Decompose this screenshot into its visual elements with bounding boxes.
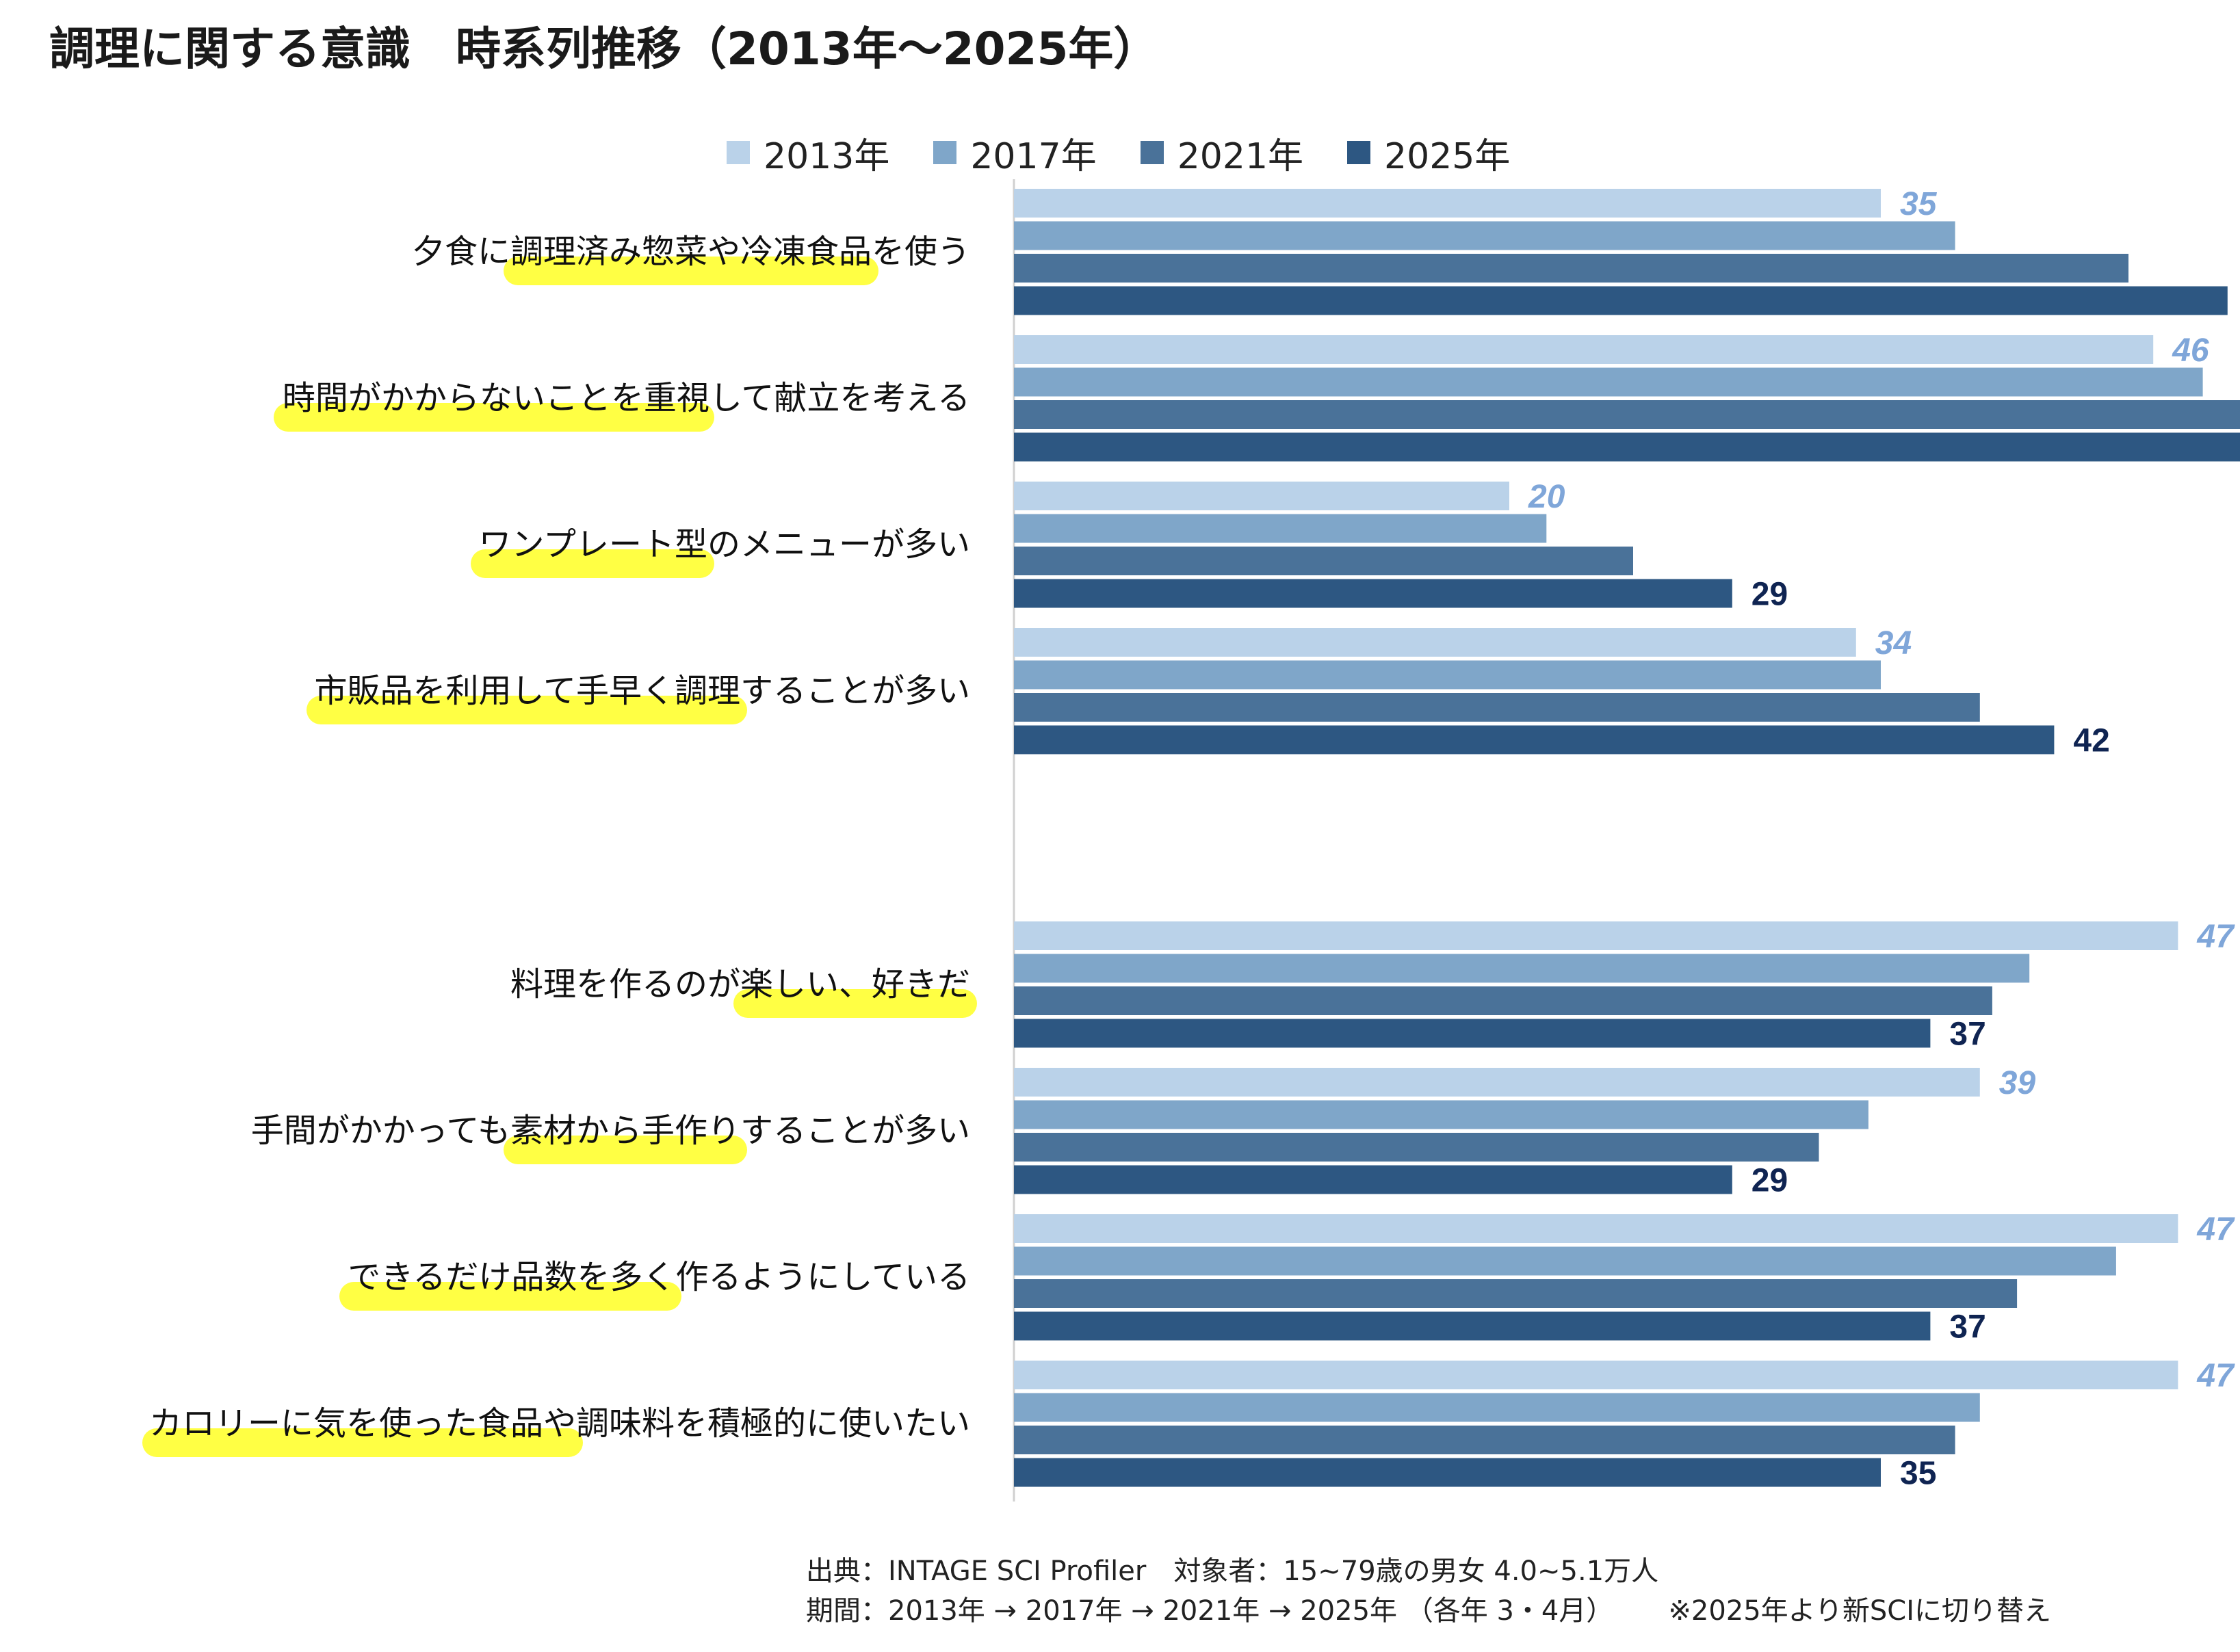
data-label-2013年-6: 39 xyxy=(1999,1065,2036,1101)
highlight-marker-2 xyxy=(471,549,714,578)
bar-2025年-5 xyxy=(1014,1019,1931,1048)
bar-2013年-8 xyxy=(1014,1361,2178,1389)
legend-item-2013: 2013年 xyxy=(727,127,889,179)
legend-label-2021: 2021年 xyxy=(1177,135,1304,177)
category-label-3: 市販品を利用して手早く調理することが多い xyxy=(314,672,970,710)
data-label-2013年-1: 46 xyxy=(2172,332,2209,369)
bar-2025年-0 xyxy=(1014,286,2228,315)
highlight-marker-3 xyxy=(307,696,747,724)
legend-swatch-2021 xyxy=(1140,141,1164,164)
bar-2013年-0 xyxy=(1014,189,1881,218)
bar-2017年-6 xyxy=(1014,1100,1868,1129)
highlight-marker-1 xyxy=(274,403,714,432)
data-label-2025年-7: 37 xyxy=(1949,1309,1985,1346)
category-label-6: 手間がかかっても素材から手作りすることが多い xyxy=(251,1112,970,1150)
bar-2013年-6 xyxy=(1014,1068,1980,1097)
bar-2013年-3 xyxy=(1014,628,1856,657)
footer-note: ※2025年より新SCIに切り替え xyxy=(1668,1595,2051,1627)
bar-2021年-7 xyxy=(1014,1279,2018,1308)
bar-2025年-6 xyxy=(1014,1165,1732,1194)
legend-label-2017: 2017年 xyxy=(970,135,1097,177)
data-label-2013年-0: 35 xyxy=(1900,186,1938,222)
bar-2021年-5 xyxy=(1014,986,1992,1015)
bar-2025年-7 xyxy=(1014,1311,1931,1341)
category-label-2: ワンプレート型のメニューが多い xyxy=(478,525,970,564)
bar-2021年-6 xyxy=(1014,1133,1819,1162)
bar-2013年-1 xyxy=(1014,335,2154,364)
chart-title: 調理に関する意識 時系列推移（2013年～2025年） xyxy=(49,23,1159,75)
highlight-marker-5 xyxy=(733,989,977,1018)
bar-2017年-2 xyxy=(1014,514,1547,543)
data-label-2013年-2: 20 xyxy=(1528,479,1565,515)
legend-item-2025: 2025年 xyxy=(1347,127,1510,179)
data-label-2013年-8: 47 xyxy=(2196,1358,2235,1394)
bar-2021年-0 xyxy=(1014,254,2128,283)
legend-label-2013: 2013年 xyxy=(764,135,890,177)
legend-swatch-2017 xyxy=(933,141,957,164)
footer: 出典：INTAGE SCI Profiler 対象者：15~79歳の男女 4.0… xyxy=(806,1551,2051,1631)
bar-2021年-1 xyxy=(1014,400,2240,429)
bar-2021年-2 xyxy=(1014,547,1633,575)
highlight-marker-7 xyxy=(339,1282,681,1311)
bar-2017年-3 xyxy=(1014,660,1881,690)
data-label-2025年-8: 35 xyxy=(1900,1456,1936,1492)
data-label-2025年-3: 42 xyxy=(2073,723,2109,759)
highlight-marker-6 xyxy=(504,1136,747,1164)
footer-source: 出典：INTAGE SCI Profiler 対象者：15~79歳の男女 4.0… xyxy=(806,1556,1659,1587)
legend-item-2021: 2021年 xyxy=(1140,127,1304,179)
category-label-5: 料理を作るのが楽しい、好きだ xyxy=(510,965,970,1004)
legend-swatch-2013 xyxy=(727,141,750,164)
footer-period: 期間：2013年 → 2017年 → 2021年 → 2025年 （各年 3・4… xyxy=(806,1595,1614,1627)
bar-2013年-5 xyxy=(1014,921,2178,950)
data-label-2013年-7: 47 xyxy=(2196,1211,2235,1248)
bar-2013年-2 xyxy=(1014,482,1509,510)
legend-label-2025: 2025年 xyxy=(1384,135,1511,177)
highlight-marker-8 xyxy=(142,1428,583,1457)
data-label-2013年-5: 47 xyxy=(2196,919,2235,955)
highlight-marker-0 xyxy=(504,257,878,285)
category-label-7: できるだけ品数を多く作るようにしている xyxy=(348,1258,970,1296)
data-label-2025年-5: 37 xyxy=(1949,1017,1985,1053)
bar-2025年-8 xyxy=(1014,1458,1881,1487)
data-label-2025年-2: 29 xyxy=(1751,577,1788,613)
legend-swatch-2025 xyxy=(1347,141,1371,164)
bar-2013年-7 xyxy=(1014,1214,2178,1243)
category-label-8: カロリーに気を使った食品や調味料を積極的に使いたい xyxy=(149,1404,970,1443)
data-label-2013年-3: 34 xyxy=(1875,625,1912,661)
bar-2021年-3 xyxy=(1014,693,1980,722)
legend: 2013年 2017年 2021年 2025年 xyxy=(727,127,1510,179)
bar-2017年-0 xyxy=(1014,221,1955,250)
bar-2025年-2 xyxy=(1014,579,1732,608)
legend-item-2017: 2017年 xyxy=(933,127,1097,179)
bar-2017年-7 xyxy=(1014,1246,2116,1276)
bar-2017年-1 xyxy=(1014,367,2203,397)
category-label-1: 時間がかからないことを重視して献立を考える xyxy=(283,379,970,417)
bar-2017年-5 xyxy=(1014,954,2030,983)
category-label-0: 夕食に調理済み惣菜や冷凍食品を使う xyxy=(412,233,970,271)
bar-2017年-8 xyxy=(1014,1393,1980,1422)
bar-2021年-8 xyxy=(1014,1426,1955,1454)
data-label-2025年-6: 29 xyxy=(1751,1163,1788,1199)
bar-2025年-1 xyxy=(1014,432,2240,462)
bar-2025年-3 xyxy=(1014,725,2055,755)
